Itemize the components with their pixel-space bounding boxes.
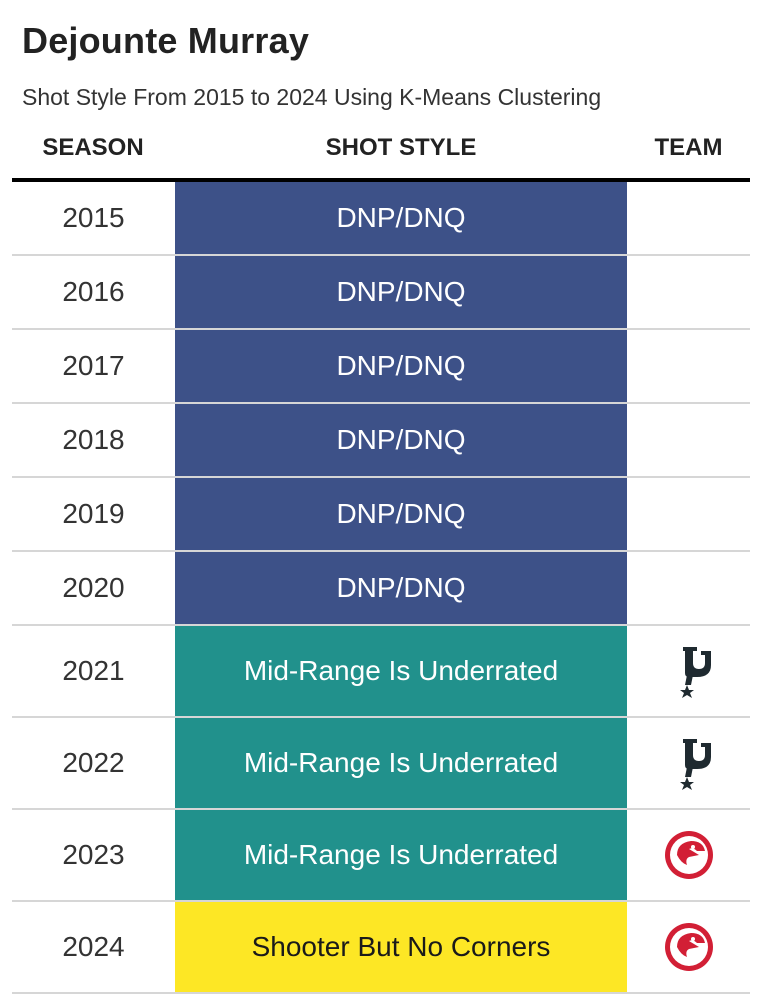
shot-style-cell: DNP/DNQ [175,478,627,550]
season-cell: 2017 [62,350,125,381]
spurs-logo-icon [679,739,711,790]
shot-style-cell: Mid-Range Is Underrated [175,718,627,808]
team-cell [627,256,750,328]
season-cell: 2023 [62,839,125,870]
season-cell: 2021 [62,655,125,686]
table-row: 2019 DNP/DNQ [12,478,750,552]
table-row: 2020 DNP/DNQ [12,552,750,626]
shot-style-table: 2015 DNP/DNQ 2016 DNP/DNQ 2017 DNP/DNQ 2018 DNP… [12,182,750,994]
table-row: 2023 Mid-Range Is Underrated [12,810,750,902]
team-cell [627,718,750,808]
season-cell: 2024 [62,931,125,962]
page-title: Dejounte Murray [22,20,310,61]
table-row: 2024 Shooter But No Corners [12,902,750,994]
team-cell [627,404,750,476]
spurs-logo-icon [679,647,711,698]
shot-style-cell: Mid-Range Is Underrated [175,810,627,900]
column-header-team: TEAM [654,134,723,161]
column-header-shot-style: SHOT STYLE [325,134,477,161]
table-row: 2018 DNP/DNQ [12,404,750,478]
table-row: 2016 DNP/DNQ [12,256,750,330]
season-cell: 2018 [62,424,125,455]
shot-style-cell: DNP/DNQ [175,330,627,402]
team-cell [627,182,750,254]
shot-style-cell: Shooter But No Corners [175,902,627,992]
season-cell: 2019 [62,498,125,529]
hawks-logo-icon [664,923,713,971]
shot-style-cell: DNP/DNQ [175,404,627,476]
season-cell: 2020 [62,572,125,603]
shot-style-cell: DNP/DNQ [175,552,627,624]
hawks-logo-icon [664,831,713,879]
table-row: 2021 Mid-Range Is Underrated [12,626,750,718]
shot-style-cell: DNP/DNQ [175,182,627,254]
header-rule [12,178,750,182]
page-subtitle: Shot Style From 2015 to 2024 Using K-Mea… [22,84,602,110]
shot-style-cell: DNP/DNQ [175,256,627,328]
table-row: 2017 DNP/DNQ [12,330,750,404]
season-cell: 2015 [62,202,125,233]
table-row: 2015 DNP/DNQ [12,182,750,256]
column-header-season: SEASON [42,134,144,161]
team-cell [627,552,750,624]
season-cell: 2016 [62,276,125,307]
team-cell [627,902,750,992]
team-cell [627,626,750,716]
shot-style-cell: Mid-Range Is Underrated [175,626,627,716]
team-cell [627,330,750,402]
season-cell: 2022 [62,747,125,778]
team-cell [627,810,750,900]
table-row: 2022 Mid-Range Is Underrated [12,718,750,810]
team-cell [627,478,750,550]
